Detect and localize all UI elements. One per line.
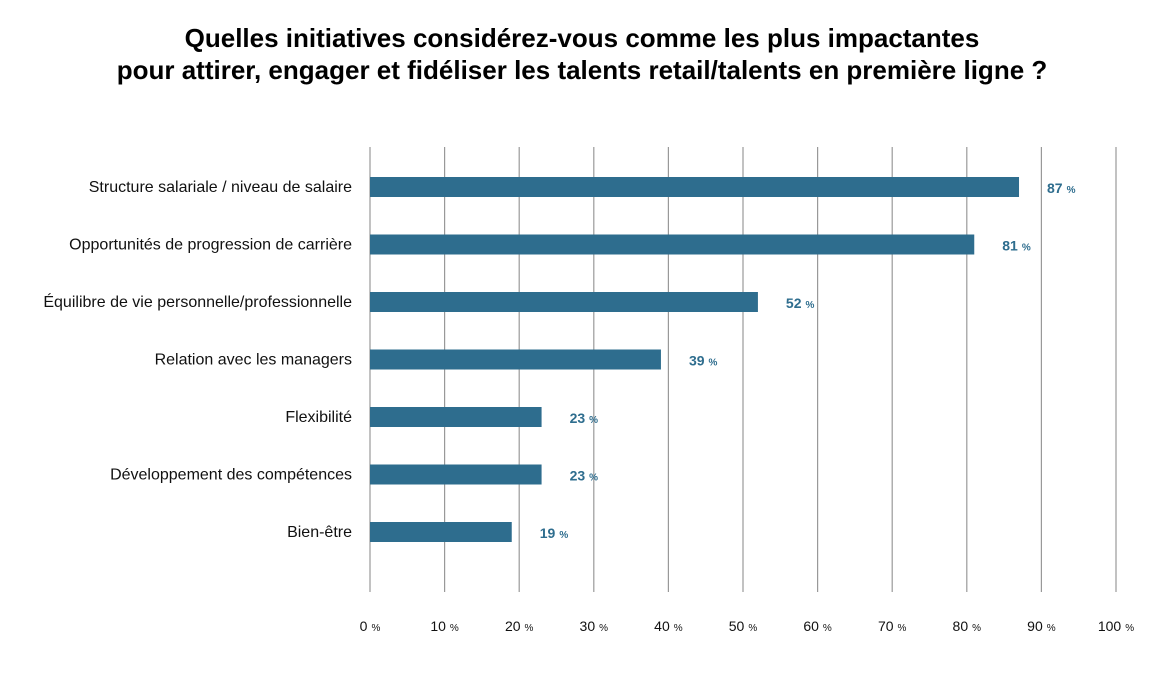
x-tick-label-100: 100% — [1098, 618, 1134, 634]
value-label-5: 23% — [570, 468, 599, 484]
x-tick-value: 50 — [729, 618, 745, 634]
value-unit: % — [559, 530, 568, 541]
value-unit: % — [1067, 185, 1076, 196]
chart-title-line-1: Quelles initiatives considérez-vous comm… — [184, 23, 980, 53]
chart-title: Quelles initiatives considérez-vous comm… — [0, 22, 1164, 86]
value-labels: 87 %81 %52 %39 %23 %23 %19% — [540, 180, 1076, 541]
gridlines — [369, 147, 1117, 592]
x-tick-label-40: 40% — [654, 618, 683, 634]
x-tick-unit: % — [748, 623, 757, 634]
x-tick-unit: % — [1047, 623, 1056, 634]
category-labels: Structure salariale / niveau de salaire O… — [43, 179, 352, 541]
value-label-3: 39% — [689, 353, 718, 369]
x-tick-value: 20 — [505, 618, 521, 634]
x-tick-unit: % — [371, 623, 380, 634]
x-tick-label-10: 10% — [430, 618, 459, 634]
x-tick-unit: % — [898, 623, 907, 634]
x-tick-value: 30 — [580, 618, 596, 634]
value-unit: % — [589, 473, 598, 484]
category-label-1: Opportunités de progression de carrière — [69, 237, 352, 254]
value-label-0: 87% — [1047, 180, 1076, 196]
x-tick-unit: % — [525, 623, 534, 634]
x-tick-unit: % — [674, 623, 683, 634]
category-label-2: Équilibre de vie personnelle/professionn… — [43, 292, 352, 311]
category-label-4: Flexibilité — [285, 409, 352, 426]
value-label-2: 52% — [786, 295, 815, 311]
value-number: 23 — [570, 468, 586, 484]
x-axis-tick-labels: 0% 10% 20% 30% 40% 50% 60% 70% 80% 90% 100% — [360, 618, 1135, 634]
x-tick-label-70: 70% — [878, 618, 907, 634]
x-tick-label-0: 0% — [360, 618, 381, 634]
category-label-3: Relation avec les managers — [155, 352, 352, 369]
chart-title-line-2: pour attirer, engager et fidéliser les t… — [116, 55, 1048, 85]
value-label-6: 19% — [540, 525, 569, 541]
value-number: 52 — [786, 295, 802, 311]
x-tick-unit: % — [972, 623, 981, 634]
x-tick-unit: % — [823, 623, 832, 634]
value-number: 81 — [1002, 238, 1018, 254]
x-tick-label-90: 90% — [1027, 618, 1056, 634]
category-label-5: Développement des compétences — [110, 467, 352, 484]
x-tick-unit: % — [599, 623, 608, 634]
x-tick-value: 60 — [803, 618, 819, 634]
x-tick-unit: % — [450, 623, 459, 634]
bar-5 — [370, 464, 542, 485]
bar-4 — [370, 407, 542, 427]
value-number: 19 — [540, 525, 556, 541]
x-tick-value: 80 — [953, 618, 969, 634]
bar-0 — [370, 177, 1020, 197]
x-tick-label-30: 30% — [580, 618, 609, 634]
x-tick-value: 0 — [360, 618, 368, 634]
value-unit: % — [1022, 243, 1031, 254]
x-tick-value: 10 — [430, 618, 446, 634]
x-tick-value: 70 — [878, 618, 894, 634]
value-unit: % — [589, 415, 598, 426]
bar-1 — [370, 234, 975, 255]
x-tick-unit: % — [1125, 623, 1134, 634]
value-unit: % — [709, 358, 718, 369]
x-tick-label-80: 80% — [953, 618, 982, 634]
x-tick-label-60: 60% — [803, 618, 832, 634]
bar-6 — [370, 522, 512, 542]
bar-3 — [370, 349, 661, 370]
x-tick-value: 100 — [1098, 618, 1122, 634]
x-tick-label-50: 50% — [729, 618, 758, 634]
value-label-4: 23% — [570, 410, 599, 426]
x-tick-value: 40 — [654, 618, 670, 634]
value-unit: % — [805, 300, 814, 311]
bar-2 — [370, 292, 758, 312]
value-number: 23 — [570, 410, 586, 426]
x-tick-value: 90 — [1027, 618, 1043, 634]
bars — [370, 177, 1020, 542]
category-label-6: Bien-être — [287, 524, 352, 541]
value-label-1: 81% — [1002, 238, 1031, 254]
value-number: 87 — [1047, 180, 1063, 196]
value-number: 39 — [689, 353, 705, 369]
x-tick-label-20: 20% — [505, 618, 534, 634]
category-label-0: Structure salariale / niveau de salaire — [89, 179, 352, 196]
